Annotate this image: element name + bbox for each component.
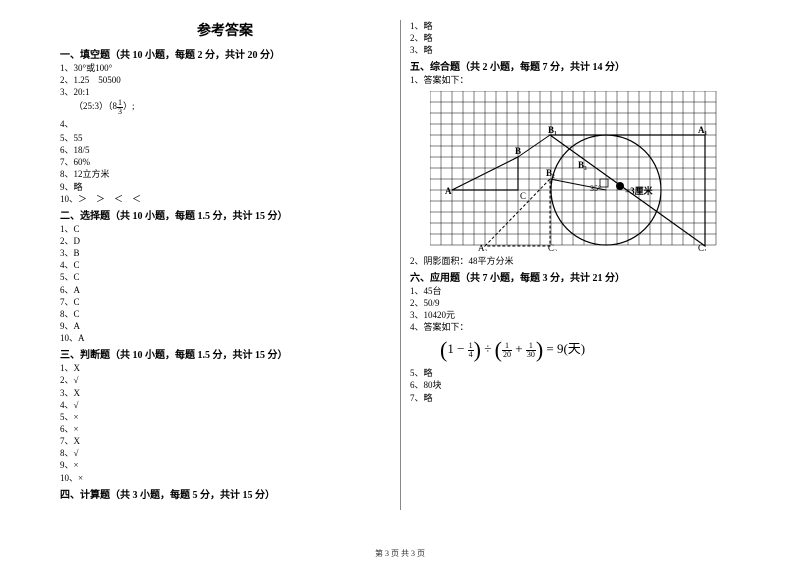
svg-text:A₂: A₂ xyxy=(478,243,488,251)
s6-item-1: 1、45台 xyxy=(410,285,740,297)
s1-item-9: 9、略 xyxy=(60,181,390,193)
s1-item-2: 2、1.25 50500 xyxy=(60,74,390,86)
svg-text:C₁: C₁ xyxy=(698,243,707,251)
svg-text:A: A xyxy=(445,186,452,196)
s2-item-4: 4、C xyxy=(60,259,390,271)
s2-item-5: 5、C xyxy=(60,271,390,283)
s6-item-3: 3、10420元 xyxy=(410,309,740,321)
s4-item-3: 3、略 xyxy=(410,44,740,56)
s3-item-7: 7、X xyxy=(60,435,390,447)
s3-item-8: 8、√ xyxy=(60,447,390,459)
section-4-header: 四、计算题（共 3 小题，每题 5 分，共计 15 分） xyxy=(60,486,390,501)
s6-item-7: 7、略 xyxy=(410,392,740,404)
s1-item-4-pre: （25:3）（8 xyxy=(74,101,117,111)
s6-item-2: 2、50/9 xyxy=(410,297,740,309)
section-5-header: 五、综合题（共 2 小题，每题 7 分，共计 14 分） xyxy=(410,58,740,73)
s3-item-10: 10、× xyxy=(60,472,390,484)
svg-text:35°: 35° xyxy=(590,184,601,193)
svg-text:A₁: A₁ xyxy=(698,125,707,135)
s2-item-7: 7、C xyxy=(60,296,390,308)
s2-item-3: 3、B xyxy=(60,247,390,259)
s5-item-1: 1、答案如下： xyxy=(410,74,740,86)
s1-item-8: 8、12立方米 xyxy=(60,168,390,180)
svg-text:B₃: B₃ xyxy=(578,160,587,170)
s6-item-4: 4、答案如下： xyxy=(410,321,740,333)
s6-equation: (1 − 14) ÷ (120 + 130) = 9(天) xyxy=(440,337,740,363)
page-footer: 第 3 页 共 3 页 xyxy=(0,548,800,559)
s3-item-1: 1、X xyxy=(60,362,390,374)
s1-item-4-suf: ）; xyxy=(123,101,135,111)
s3-item-2: 2、√ xyxy=(60,374,390,386)
section-3-header: 三、判断题（共 10 小题，每题 1.5 分，共计 15 分） xyxy=(60,346,390,361)
s1-item-7: 7、60% xyxy=(60,156,390,168)
s1-item-1: 1、30°或100° xyxy=(60,62,390,74)
s1-item-3: 3、20:1 xyxy=(60,86,390,98)
s3-item-9: 9、× xyxy=(60,459,390,471)
s6-item-6: 6、80块 xyxy=(410,379,740,391)
s2-item-6: 6、A xyxy=(60,284,390,296)
s3-item-4: 4、√ xyxy=(60,399,390,411)
svg-text:C: C xyxy=(520,191,526,201)
s3-item-6: 6、× xyxy=(60,423,390,435)
svg-text:B₁: B₁ xyxy=(548,125,557,135)
s1-item-4: （25:3）（813）; 4、 xyxy=(60,98,390,132)
s1-item-6: 6、18/5 xyxy=(60,144,390,156)
section-1-header: 一、填空题（共 10 小题，每题 2 分，共计 20 分） xyxy=(60,46,390,61)
s2-item-1: 1、C xyxy=(60,223,390,235)
s4-item-1: 1、略 xyxy=(410,20,740,32)
s1-item-10: 10、＞ ＞ ＜ ＜ xyxy=(60,193,390,205)
svg-text:B: B xyxy=(515,146,521,156)
section-2-header: 二、选择题（共 10 小题，每题 1.5 分，共计 15 分） xyxy=(60,207,390,222)
s2-item-8: 8、C xyxy=(60,308,390,320)
grid-diagram: A B C A₁ B₁ C₁ A₂ B₂ C₂ B₃ =3厘米 35° xyxy=(430,91,720,251)
svg-text:B₂: B₂ xyxy=(546,168,555,178)
s4-item-2: 2、略 xyxy=(410,32,740,44)
s2-item-2: 2、D xyxy=(60,235,390,247)
page-title: 参考答案 xyxy=(60,20,390,40)
svg-text:=3厘米: =3厘米 xyxy=(625,185,654,196)
s5-item-2: 2、阴影面积：48平方分米 xyxy=(410,255,740,267)
s1-item-5: 5、55 xyxy=(60,132,390,144)
s2-item-9: 9、A xyxy=(60,320,390,332)
section-6-header: 六、应用题（共 7 小题，每题 3 分，共计 21 分） xyxy=(410,269,740,284)
s3-item-5: 5、× xyxy=(60,411,390,423)
s6-item-5: 5、略 xyxy=(410,367,740,379)
s3-item-3: 3、X xyxy=(60,387,390,399)
s1-item-4-label: 4、 xyxy=(60,119,74,129)
svg-text:C₂: C₂ xyxy=(548,243,557,251)
s2-item-10: 10、A xyxy=(60,332,390,344)
